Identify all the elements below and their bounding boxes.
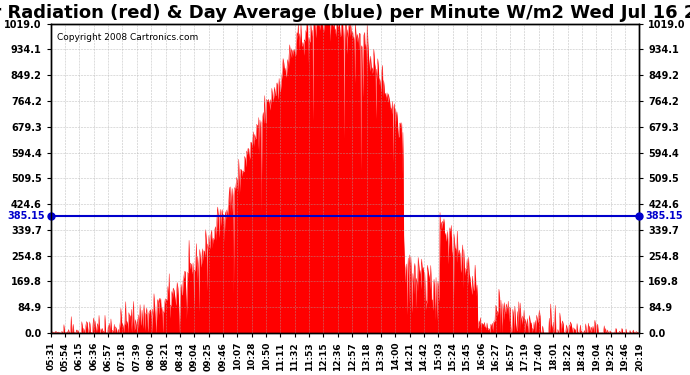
Text: Copyright 2008 Cartronics.com: Copyright 2008 Cartronics.com — [57, 33, 198, 42]
Text: 385.15: 385.15 — [7, 211, 45, 221]
Text: 385.15: 385.15 — [645, 211, 683, 221]
Title: Solar Radiation (red) & Day Average (blue) per Minute W/m2 Wed Jul 16 20:20: Solar Radiation (red) & Day Average (blu… — [0, 4, 690, 22]
